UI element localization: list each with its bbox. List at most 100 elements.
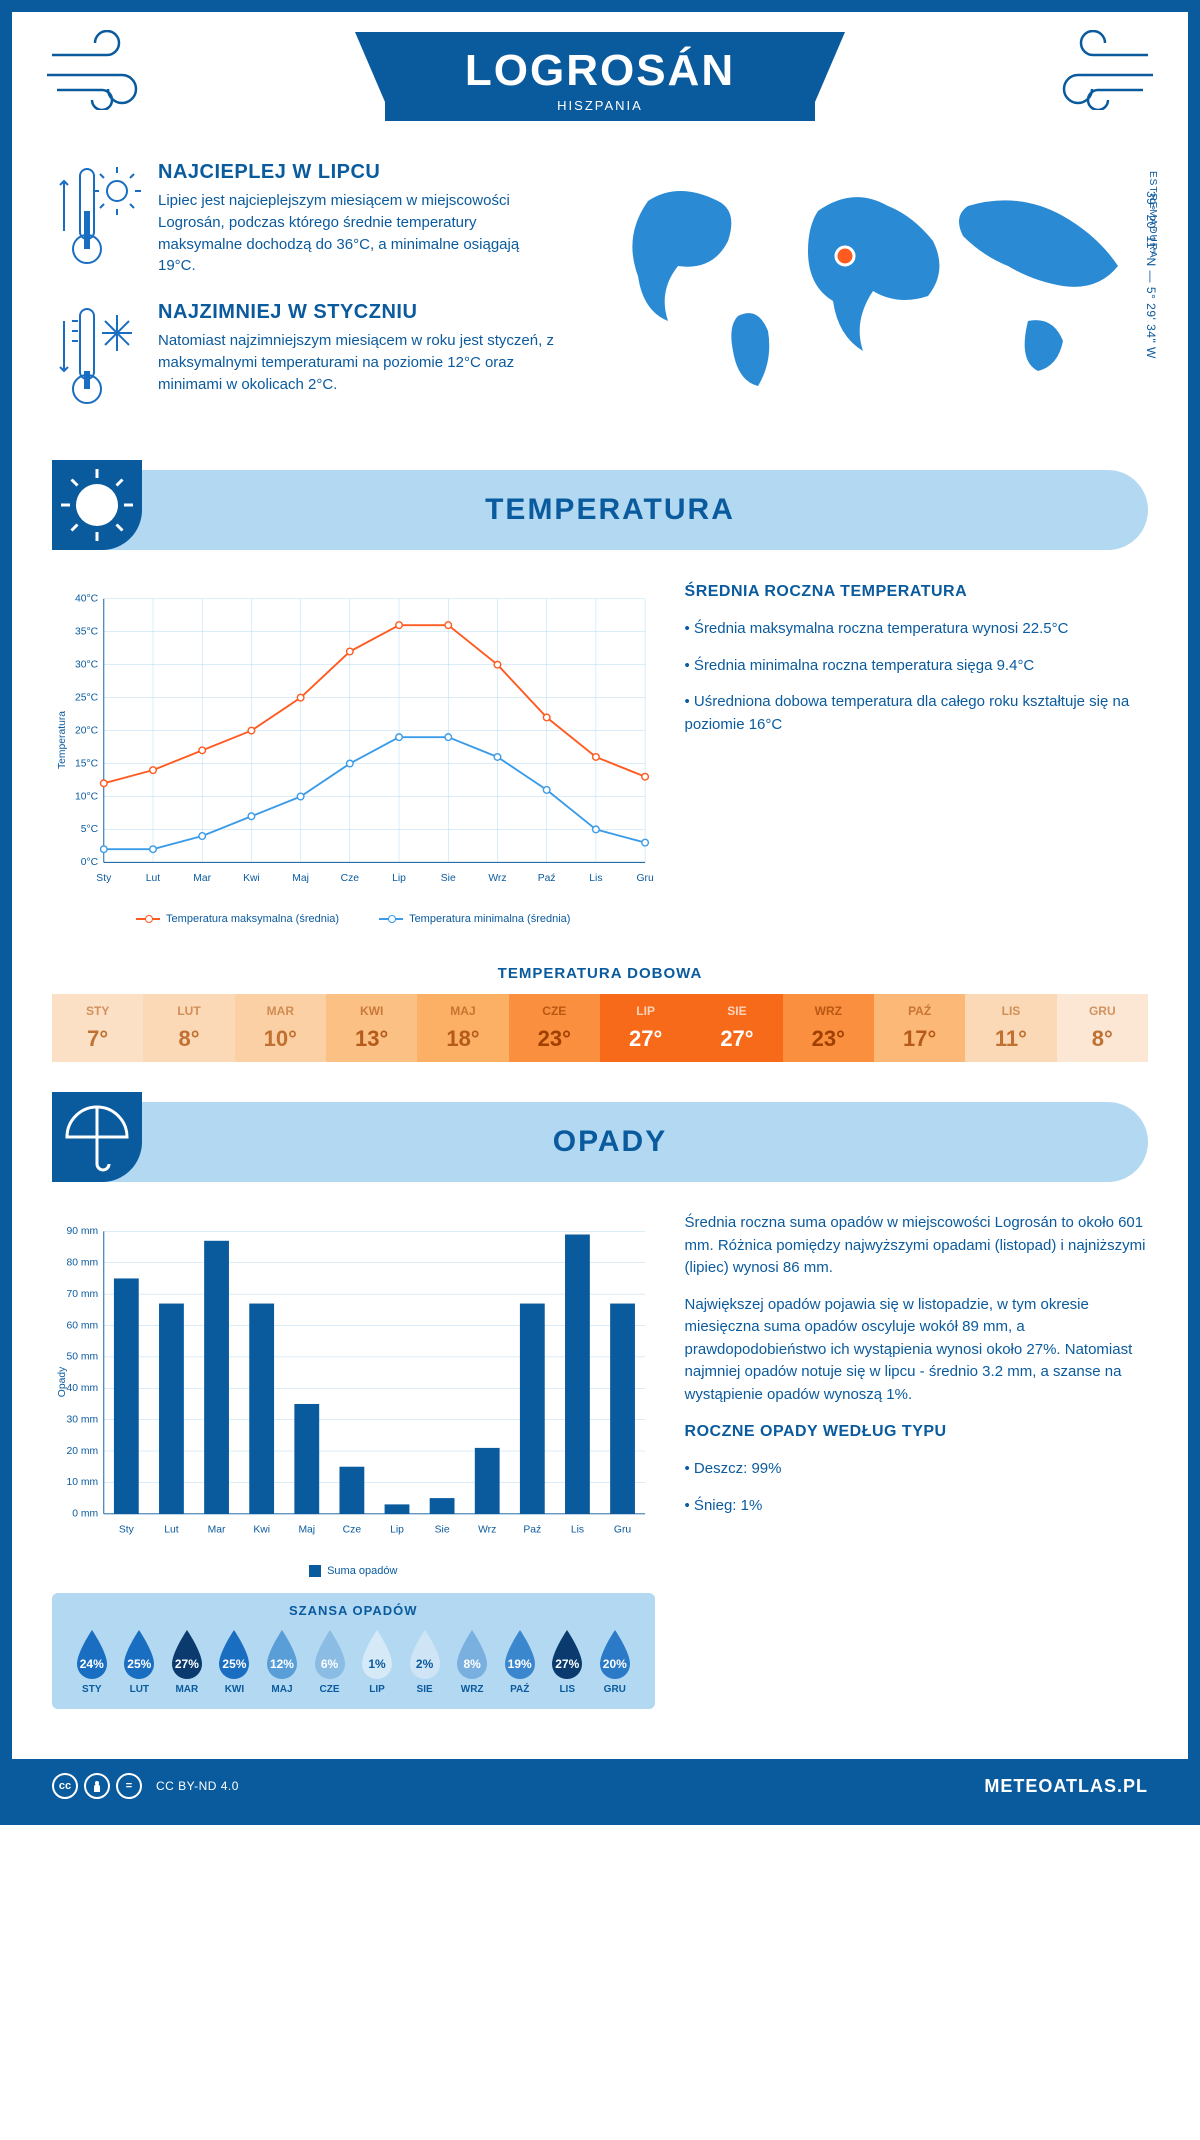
- warmest-title: NAJCIEPLEJ W LIPCU: [158, 161, 558, 184]
- daily-month: SIE: [691, 1004, 782, 1018]
- precip-bar-chart: 0 mm10 mm20 mm30 mm40 mm50 mm60 mm70 mm8…: [52, 1212, 655, 1552]
- raindrop-icon: 25%: [213, 1628, 255, 1680]
- temp-side-title: ŚREDNIA ROCZNA TEMPERATURA: [685, 580, 1148, 604]
- daily-value: 8°: [143, 1026, 234, 1052]
- rain-chance-panel: SZANSA OPADÓW 24% STY 25% LUT 27% MAR 25…: [52, 1593, 655, 1709]
- svg-text:Gru: Gru: [614, 1525, 631, 1536]
- thermometer-hot-icon: [52, 161, 142, 277]
- umbrella-icon: [52, 1092, 142, 1182]
- warmest-block: NAJCIEPLEJ W LIPCU Lipiec jest najcieple…: [52, 161, 558, 277]
- coldest-block: NAJZIMNIEJ W STYCZNIU Natomiast najzimni…: [52, 301, 558, 416]
- raindrop-icon: 8%: [451, 1628, 493, 1680]
- drop-pct: 24%: [71, 1657, 113, 1671]
- drop-cell: 8% WRZ: [448, 1628, 496, 1695]
- daily-value: 13°: [326, 1026, 417, 1052]
- drop-cell: 25% KWI: [211, 1628, 259, 1695]
- svg-text:Temperatura: Temperatura: [57, 711, 68, 769]
- drop-month: CZE: [306, 1684, 354, 1695]
- daily-value: 10°: [235, 1026, 326, 1052]
- svg-text:Sie: Sie: [435, 1525, 450, 1536]
- precip-legend: Suma opadów: [52, 1565, 655, 1577]
- precip-type-title: ROCZNE OPADY WEDŁUG TYPU: [685, 1420, 1148, 1444]
- daily-cell: WRZ23°: [783, 994, 874, 1062]
- raindrop-icon: 19%: [499, 1628, 541, 1680]
- svg-text:Lip: Lip: [392, 873, 406, 884]
- raindrop-icon: 20%: [594, 1628, 636, 1680]
- drop-pct: 27%: [546, 1657, 588, 1671]
- precip-title: OPADY: [172, 1125, 1148, 1159]
- svg-text:40°C: 40°C: [75, 594, 99, 605]
- daily-cell: LUT8°: [143, 994, 234, 1062]
- svg-text:Gru: Gru: [636, 873, 653, 884]
- drop-pct: 25%: [213, 1657, 255, 1671]
- precip-rain: • Deszcz: 99%: [685, 1458, 1148, 1481]
- svg-text:80 mm: 80 mm: [67, 1258, 99, 1269]
- svg-text:Kwi: Kwi: [243, 873, 260, 884]
- daily-value: 27°: [600, 1026, 691, 1052]
- cc-icons: cc =: [52, 1773, 142, 1799]
- precip-side-p2: Największej opadów pojawia się w listopa…: [685, 1294, 1148, 1407]
- footer: cc = CC BY-ND 4.0 METEOATLAS.PL: [12, 1759, 1188, 1813]
- temperature-section-head: TEMPERATURA: [52, 470, 1148, 550]
- drop-cell: 25% LUT: [116, 1628, 164, 1695]
- temp-side-p2: • Średnia minimalna roczna temperatura s…: [685, 655, 1148, 678]
- svg-text:Wrz: Wrz: [488, 873, 506, 884]
- coordinates: 39° 20' 11" N — 5° 29' 34" W: [1144, 191, 1158, 359]
- wind-icon: [42, 30, 162, 110]
- precip-section-head: OPADY: [52, 1102, 1148, 1182]
- drop-cell: 2% SIE: [401, 1628, 449, 1695]
- daily-temp-title: TEMPERATURA DOBOWA: [12, 965, 1188, 982]
- svg-text:Mar: Mar: [208, 1525, 226, 1536]
- precip-snow: • Śnieg: 1%: [685, 1495, 1148, 1518]
- svg-text:25°C: 25°C: [75, 692, 99, 703]
- svg-text:Lut: Lut: [146, 873, 161, 884]
- svg-text:60 mm: 60 mm: [67, 1320, 99, 1331]
- svg-text:Cze: Cze: [343, 1525, 362, 1536]
- svg-text:Lis: Lis: [571, 1525, 584, 1536]
- daily-value: 11°: [965, 1026, 1056, 1052]
- legend-precip: Suma opadów: [327, 1565, 397, 1577]
- warmest-body: Lipiec jest najcieplejszym miesiącem w m…: [158, 190, 558, 277]
- drop-cell: 27% LIS: [543, 1628, 591, 1695]
- svg-text:Paź: Paź: [538, 873, 556, 884]
- daily-value: 23°: [509, 1026, 600, 1052]
- daily-value: 7°: [52, 1026, 143, 1052]
- daily-month: KWI: [326, 1004, 417, 1018]
- location-marker: [836, 247, 854, 265]
- brand: METEOATLAS.PL: [984, 1776, 1148, 1797]
- daily-value: 27°: [691, 1026, 782, 1052]
- daily-cell: MAJ18°: [417, 994, 508, 1062]
- country-name: HISZPANIA: [465, 98, 735, 113]
- svg-text:40 mm: 40 mm: [67, 1383, 99, 1394]
- drop-month: SIE: [401, 1684, 449, 1695]
- svg-text:20 mm: 20 mm: [67, 1446, 99, 1457]
- by-icon: [84, 1773, 110, 1799]
- raindrop-icon: 24%: [71, 1628, 113, 1680]
- raindrop-icon: 2%: [404, 1628, 446, 1680]
- drop-pct: 1%: [356, 1657, 398, 1671]
- drop-cell: 19% PAŹ: [496, 1628, 544, 1695]
- drop-month: KWI: [211, 1684, 259, 1695]
- daily-cell: CZE 23°: [509, 994, 600, 1062]
- drop-month: LUT: [116, 1684, 164, 1695]
- svg-text:5°C: 5°C: [81, 824, 99, 835]
- drop-pct: 19%: [499, 1657, 541, 1671]
- temperature-title: TEMPERATURA: [172, 493, 1148, 527]
- drop-cell: 20% GRU: [591, 1628, 639, 1695]
- nd-icon: =: [116, 1773, 142, 1799]
- raindrop-icon: 25%: [118, 1628, 160, 1680]
- svg-text:Opady: Opady: [57, 1366, 68, 1397]
- daily-value: 17°: [874, 1026, 965, 1052]
- svg-text:Sty: Sty: [119, 1525, 135, 1536]
- raindrop-icon: 1%: [356, 1628, 398, 1680]
- daily-temp-row: STY7°LUT8°MAR10°KWI13°MAJ18°CZE23°LIP27°…: [52, 994, 1148, 1062]
- daily-month: CZE: [509, 1004, 600, 1018]
- svg-text:90 mm: 90 mm: [67, 1226, 99, 1237]
- legend-max: Temperatura maksymalna (średnia): [166, 913, 339, 925]
- header: LOGROSÁN HISZPANIA: [12, 12, 1188, 151]
- svg-text:30 mm: 30 mm: [67, 1414, 99, 1425]
- wind-icon: [1038, 30, 1158, 110]
- drop-pct: 27%: [166, 1657, 208, 1671]
- license-text: CC BY-ND 4.0: [156, 1779, 239, 1793]
- drop-cell: 27% MAR: [163, 1628, 211, 1695]
